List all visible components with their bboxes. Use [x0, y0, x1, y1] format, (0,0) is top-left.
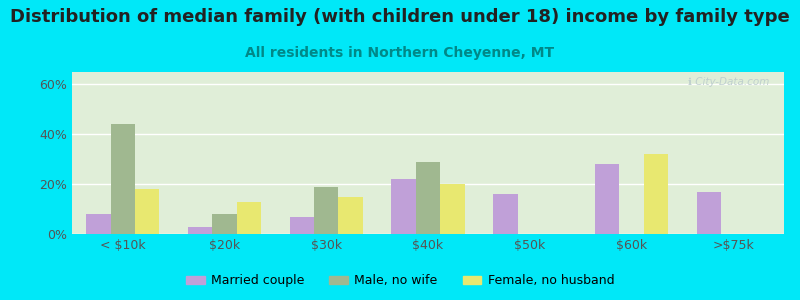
Bar	[644, 154, 668, 234]
Text: Distribution of median family (with children under 18) income by family type: Distribution of median family (with chil…	[10, 8, 790, 26]
Bar	[416, 162, 440, 234]
Bar	[493, 194, 518, 234]
Bar	[86, 214, 110, 234]
Bar	[440, 184, 465, 234]
Bar	[212, 214, 237, 234]
Bar	[135, 189, 159, 234]
Bar	[314, 187, 338, 234]
Bar	[595, 164, 619, 234]
Bar	[290, 217, 314, 234]
Bar	[391, 179, 416, 234]
Bar	[237, 202, 261, 234]
Bar	[338, 196, 363, 234]
Bar	[110, 124, 135, 234]
Legend: Married couple, Male, no wife, Female, no husband: Married couple, Male, no wife, Female, n…	[181, 269, 619, 292]
Bar	[188, 226, 212, 234]
Bar	[697, 192, 721, 234]
Text: ℹ City-Data.com: ℹ City-Data.com	[688, 77, 770, 87]
Text: All residents in Northern Cheyenne, MT: All residents in Northern Cheyenne, MT	[246, 46, 554, 61]
